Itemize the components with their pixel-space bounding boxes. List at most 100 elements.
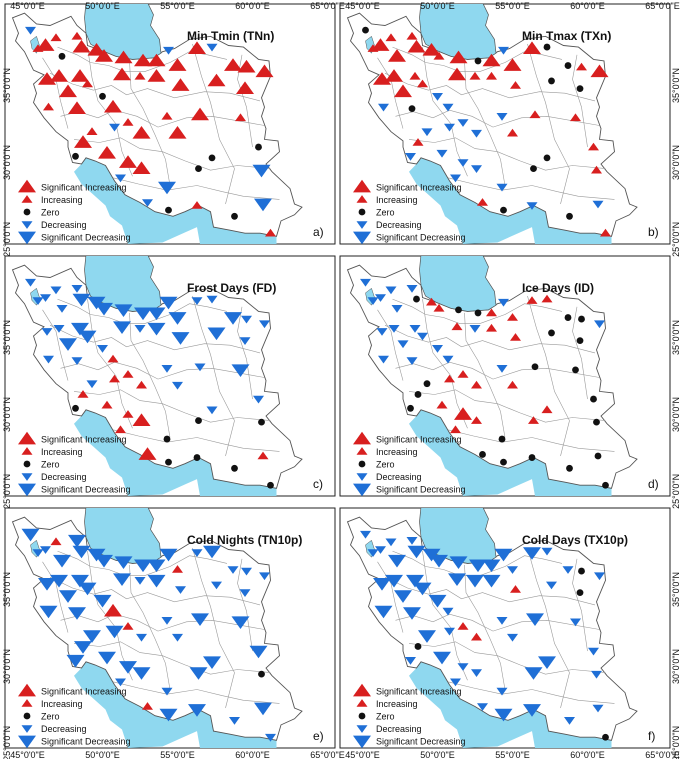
legend-label: Significant Increasing <box>41 183 127 193</box>
station-marker <box>138 447 157 460</box>
legend-label: Zero <box>376 208 395 218</box>
province-boundary <box>527 43 570 205</box>
station-marker <box>526 613 544 626</box>
station-marker <box>237 59 256 73</box>
station-marker <box>109 123 120 132</box>
station-marker <box>71 31 83 40</box>
province-boundary <box>447 429 615 452</box>
legend-symbol <box>21 473 33 481</box>
station-marker <box>417 332 428 341</box>
station-marker <box>203 656 221 669</box>
panel-title: Min Tmax (TXn) <box>522 29 611 43</box>
station-marker <box>576 589 584 597</box>
station-marker <box>188 41 206 54</box>
x-tick-label: 65°0'0"E <box>310 1 345 11</box>
y-tick-label: 25°0'0"N <box>671 474 681 509</box>
station-marker <box>206 295 218 304</box>
station-marker <box>134 577 146 585</box>
station-marker <box>373 72 391 85</box>
x-tick-label: 65°0'0"E <box>645 1 680 11</box>
station-marker <box>374 605 393 619</box>
station-marker <box>109 374 120 383</box>
station-marker <box>50 33 62 42</box>
station-marker <box>38 578 56 591</box>
station-marker <box>474 309 482 317</box>
station-marker <box>421 128 433 137</box>
legend-label: Decreasing <box>41 472 87 482</box>
station-marker <box>529 110 541 119</box>
station-marker <box>236 81 254 94</box>
panel-label: a) <box>313 225 324 239</box>
station-marker <box>373 578 391 591</box>
station-marker <box>482 574 501 588</box>
panels-layer: Min Tmin (TNn) Significant Increasing Incr… <box>4 3 671 749</box>
legend-symbol <box>21 699 33 707</box>
station-marker <box>239 589 251 597</box>
province-boundary <box>422 299 468 429</box>
x-tick-label: 45°0'0"E <box>345 1 380 11</box>
station-marker <box>432 93 443 101</box>
station-marker <box>432 345 443 353</box>
station-marker <box>113 573 131 586</box>
station-marker <box>526 296 538 304</box>
province-boundary <box>129 564 171 690</box>
station-marker <box>258 670 265 678</box>
station-marker <box>371 38 390 51</box>
station-marker <box>486 71 497 80</box>
province-boundary <box>527 295 570 457</box>
station-marker <box>523 41 541 54</box>
station-marker <box>161 687 173 696</box>
x-tick-label: 55°0'0"E <box>160 750 195 759</box>
station-marker <box>132 126 151 139</box>
persian-gulf-water <box>74 409 277 496</box>
station-marker <box>224 58 242 71</box>
station-marker <box>147 322 166 336</box>
legend-symbol <box>356 447 368 455</box>
station-marker <box>385 33 397 42</box>
legend-symbol <box>18 483 36 497</box>
station-marker <box>165 458 172 466</box>
station-marker <box>32 549 44 557</box>
province-boundary <box>422 47 468 177</box>
station-marker <box>541 405 553 414</box>
province-boundary <box>527 547 570 709</box>
station-marker <box>433 51 445 60</box>
station-marker <box>572 366 579 374</box>
legend-label: Significant Increasing <box>376 183 462 193</box>
legend-symbol <box>23 460 31 468</box>
station-marker <box>482 559 501 573</box>
province-boundary <box>422 551 468 681</box>
panel-label: e) <box>313 729 324 743</box>
station-marker <box>385 286 397 295</box>
station-marker <box>40 294 51 302</box>
province-boundary <box>42 309 69 381</box>
station-marker <box>159 708 178 722</box>
persian-gulf-water <box>409 157 612 244</box>
station-marker <box>163 435 171 443</box>
y-tick-label: 30°0'0"N <box>2 145 12 180</box>
station-marker <box>578 567 585 575</box>
station-marker <box>593 418 600 426</box>
province-boundary <box>395 361 600 380</box>
station-marker <box>496 617 508 625</box>
legend-symbol <box>18 683 36 697</box>
x-tick-label: 50°0'0"E <box>420 750 455 759</box>
station-marker <box>444 123 455 132</box>
station-marker <box>231 212 238 220</box>
station-marker <box>448 67 466 81</box>
station-marker <box>548 329 555 337</box>
station-marker <box>207 73 226 87</box>
station-marker <box>414 391 422 398</box>
station-marker <box>543 154 551 162</box>
station-marker <box>122 370 134 378</box>
station-marker <box>50 69 68 82</box>
province-boundary <box>237 306 253 400</box>
province-boundary <box>112 681 280 704</box>
station-marker <box>375 546 386 554</box>
station-marker <box>594 572 605 581</box>
station-marker <box>378 103 389 112</box>
station-marker <box>265 228 276 237</box>
legend-label: Significant Decreasing <box>41 233 131 243</box>
persian-gulf-water <box>409 661 612 748</box>
province-boundary <box>377 309 404 381</box>
